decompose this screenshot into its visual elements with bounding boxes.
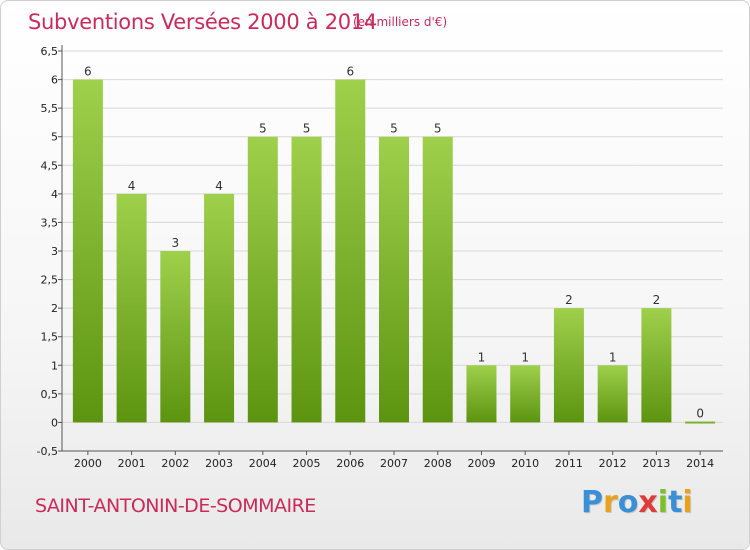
bar (72, 79, 103, 423)
logo-letter: i (657, 485, 669, 520)
x-tick-label: 2005 (293, 457, 321, 470)
data-label: 4 (215, 179, 223, 193)
data-label: 0 (696, 406, 704, 420)
y-tick-label: -0,5 (37, 445, 58, 458)
y-axis-ticks: -0,5 0 0,5 1 1,5 2 2,5 3 3,5 4 4,5 5 5,5 6 6,5 (37, 45, 62, 458)
x-tick-label: 2003 (205, 457, 233, 470)
bar (291, 136, 322, 423)
bar (247, 136, 278, 423)
bar (553, 308, 584, 423)
data-label: 5 (390, 122, 398, 136)
proxiti-logo: Proxiti (581, 485, 693, 520)
x-tick-label: 2001 (118, 457, 146, 470)
bar (379, 136, 409, 423)
data-label: 2 (653, 293, 661, 307)
bar (204, 193, 235, 423)
x-tick-label: 2009 (467, 457, 495, 470)
bar (116, 193, 147, 423)
logo-letter: o (617, 485, 639, 520)
bars (72, 79, 716, 424)
y-tick-label: 5 (51, 131, 58, 144)
x-tick-label: 2010 (511, 457, 539, 470)
data-label: 6 (84, 65, 92, 79)
y-tick-label: 3 (51, 245, 58, 258)
x-tick-label: 2004 (249, 457, 277, 470)
y-tick-label: 1,5 (41, 331, 59, 344)
x-tick-label: 2013 (642, 457, 670, 470)
data-labels: 6 4 3 4 5 5 6 5 5 1 1 2 1 2 0 (84, 65, 704, 421)
x-axis-ticks: 2000 2001 2002 2003 2004 2005 2006 2007 2008 2009… (74, 451, 714, 470)
y-tick-label: 3,5 (41, 216, 59, 229)
chart-title: Subventions Versées 2000 à 2014 (28, 10, 377, 34)
x-tick-label: 2006 (336, 457, 364, 470)
bar (510, 365, 541, 423)
data-label: 1 (609, 350, 617, 364)
y-tick-label: 0 (51, 416, 58, 429)
y-tick-label: 4,5 (41, 159, 59, 172)
y-tick-label: 4 (51, 188, 58, 201)
y-tick-label: 6,5 (41, 45, 59, 58)
data-label: 1 (478, 350, 486, 364)
y-tick-label: 0,5 (41, 388, 59, 401)
bar (685, 421, 716, 424)
y-tick-label: 1 (51, 359, 58, 372)
x-tick-label: 2000 (74, 457, 102, 470)
data-label: 4 (128, 179, 136, 193)
data-label: 3 (172, 236, 180, 250)
x-tick-label: 2007 (380, 457, 408, 470)
y-tick-label: 2 (51, 302, 58, 315)
x-tick-label: 2002 (161, 457, 189, 470)
data-label: 1 (521, 350, 529, 364)
x-tick-label: 2011 (555, 457, 583, 470)
logo-letter: t (668, 485, 683, 520)
logo-letter: P (581, 485, 603, 520)
bar (335, 79, 366, 423)
logo-letter: x (638, 485, 658, 520)
logo-letter: i (682, 485, 693, 520)
x-tick-label: 2014 (686, 457, 714, 470)
bar (641, 308, 672, 423)
data-label: 2 (565, 293, 573, 307)
data-label: 6 (346, 65, 354, 79)
logo-letter: r (603, 485, 618, 520)
unit-note: (en milliers d'€) (353, 15, 448, 29)
commune-name: SAINT-ANTONIN-DE-SOMMAIRE (35, 495, 316, 517)
data-label: 5 (434, 122, 442, 136)
x-tick-label: 2008 (424, 457, 452, 470)
bar (597, 365, 628, 423)
bar (160, 251, 191, 423)
y-tick-label: 2,5 (41, 274, 59, 287)
bar (422, 136, 453, 423)
data-label: 5 (303, 122, 311, 136)
y-tick-label: 5,5 (41, 102, 59, 115)
data-label: 5 (259, 122, 267, 136)
bar (466, 365, 497, 423)
y-tick-label: 6 (51, 74, 58, 87)
x-tick-label: 2012 (599, 457, 627, 470)
